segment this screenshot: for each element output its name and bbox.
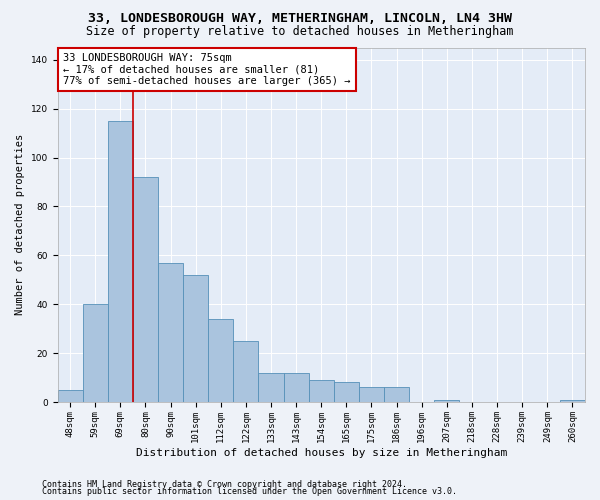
- Bar: [83, 304, 108, 402]
- Text: Contains HM Land Registry data © Crown copyright and database right 2024.: Contains HM Land Registry data © Crown c…: [42, 480, 407, 489]
- Y-axis label: Number of detached properties: Number of detached properties: [15, 134, 25, 316]
- Bar: [158, 262, 183, 402]
- Bar: [334, 382, 359, 402]
- Bar: [183, 275, 208, 402]
- X-axis label: Distribution of detached houses by size in Metheringham: Distribution of detached houses by size …: [136, 448, 507, 458]
- Bar: [58, 390, 83, 402]
- Text: 33 LONDESBOROUGH WAY: 75sqm
← 17% of detached houses are smaller (81)
77% of sem: 33 LONDESBOROUGH WAY: 75sqm ← 17% of det…: [63, 53, 350, 86]
- Bar: [309, 380, 334, 402]
- Bar: [384, 388, 409, 402]
- Text: Contains public sector information licensed under the Open Government Licence v3: Contains public sector information licen…: [42, 487, 457, 496]
- Bar: [259, 372, 284, 402]
- Bar: [560, 400, 585, 402]
- Bar: [233, 341, 259, 402]
- Bar: [108, 121, 133, 402]
- Bar: [284, 372, 309, 402]
- Text: 33, LONDESBOROUGH WAY, METHERINGHAM, LINCOLN, LN4 3HW: 33, LONDESBOROUGH WAY, METHERINGHAM, LIN…: [88, 12, 512, 26]
- Bar: [434, 400, 460, 402]
- Bar: [208, 319, 233, 402]
- Bar: [359, 388, 384, 402]
- Bar: [133, 177, 158, 402]
- Text: Size of property relative to detached houses in Metheringham: Size of property relative to detached ho…: [86, 25, 514, 38]
